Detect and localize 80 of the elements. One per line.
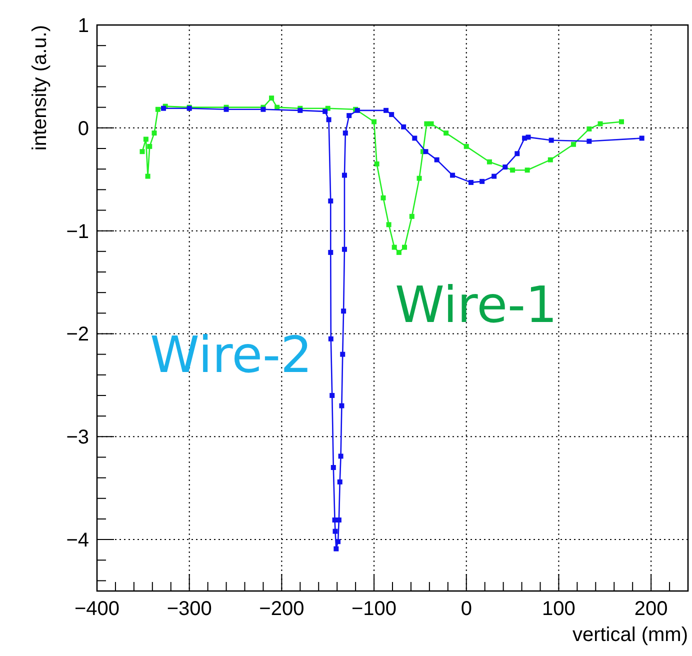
point [434,157,440,162]
point [402,244,408,250]
point [328,336,334,342]
point [386,222,392,228]
point [380,195,386,200]
x-tick-label: 200 [634,598,668,620]
point [342,172,347,178]
point [326,117,332,122]
point [330,465,336,470]
point [548,157,553,162]
point [396,250,402,255]
point [337,479,342,484]
point [502,164,508,170]
point [514,151,520,156]
x-tick-label: 0 [460,598,472,620]
point [412,136,418,141]
point [428,121,434,126]
point [510,168,516,173]
point [152,130,157,136]
point [332,528,338,534]
point [389,112,394,118]
point [598,121,603,126]
point [416,176,422,181]
point [140,149,145,154]
point [339,403,344,408]
y-tick-label: −4 [66,530,89,552]
x-tick-label: 100 [542,598,576,620]
point [155,106,160,112]
point [586,138,592,144]
point [468,180,474,185]
point [342,130,348,136]
x-tick-label: −300 [166,598,212,620]
point [424,121,430,126]
point [322,108,328,114]
point [328,198,334,204]
series-label: Wire-1 [395,276,558,334]
point [342,246,347,252]
point [143,136,148,142]
point [423,149,428,154]
y-tick-label: −1 [66,220,89,243]
point [341,308,346,314]
point [401,124,406,130]
point [450,172,456,178]
point [639,136,644,141]
point [330,392,335,398]
point [444,130,449,136]
y-tick-label: −3 [66,426,89,449]
point [145,174,150,179]
point [464,144,469,149]
point [548,138,554,143]
point [409,214,414,219]
y-tick-label: 1 [78,15,89,37]
point [384,108,389,113]
point [374,161,380,166]
point [346,113,352,118]
point [340,352,346,357]
point [619,119,624,124]
y-axis-title: intensity (a.u.) [29,25,51,151]
point [392,244,397,250]
x-axis-title: vertical (mm) [572,624,688,646]
point [334,546,339,552]
y-tick-label: 0 [78,118,89,140]
x-tick-label: −200 [259,598,304,620]
point [328,250,334,255]
point [372,119,377,124]
x-tick-label: −400 [74,598,120,620]
x-tick-label: −100 [352,598,397,620]
point [336,539,341,544]
point [524,168,530,173]
point [586,126,592,132]
point [147,144,152,149]
point [269,96,274,101]
point [492,174,497,179]
series-label: Wire-2 [150,326,312,384]
point [570,142,576,147]
point [526,134,531,140]
point [480,178,485,184]
point [338,454,344,459]
y-tick-label: −2 [66,324,89,346]
point [486,159,492,164]
